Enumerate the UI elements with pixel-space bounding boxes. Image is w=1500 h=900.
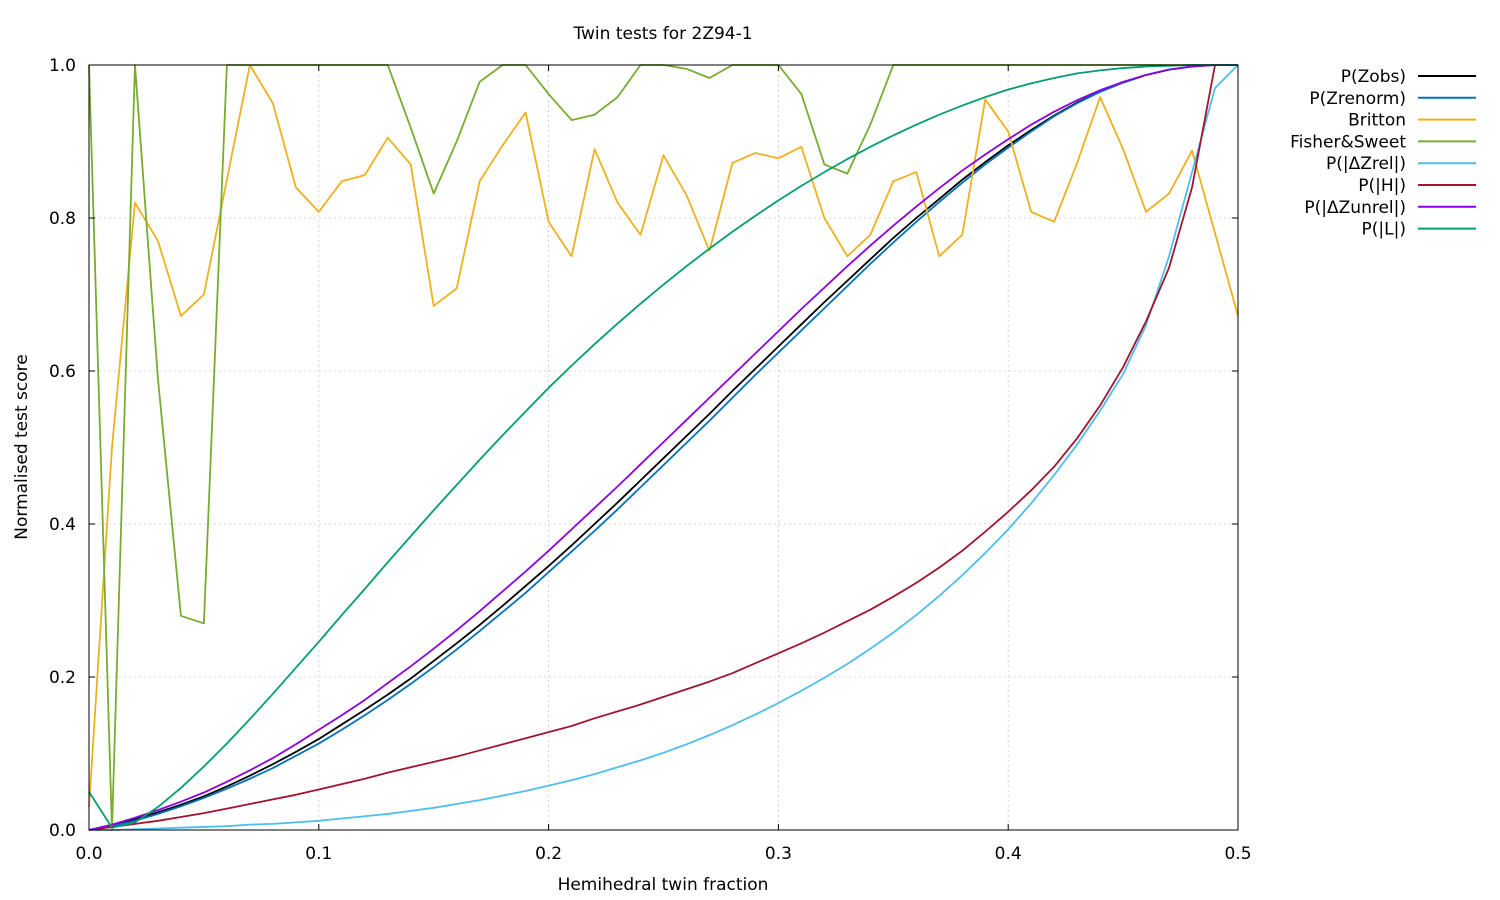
y-tick-label: 0.8 (49, 209, 76, 229)
y-tick-label: 1.0 (49, 56, 76, 76)
legend-label: P(|ΔZrel|) (1326, 154, 1406, 174)
x-tick-label: 0.0 (75, 844, 102, 864)
series-line (88, 64, 1238, 831)
legend: P(Zobs)P(Zrenorm)BrittonFisher&SweetP(|Δ… (1290, 67, 1476, 240)
x-tick-label: 0.5 (1224, 844, 1251, 864)
series-line (88, 64, 1238, 831)
grid-lines (89, 65, 1238, 830)
series-line (88, 64, 1238, 831)
x-tick-label: 0.2 (535, 844, 562, 864)
plot-frame (88, 64, 1239, 831)
legend-label: P(|ΔZunrel|) (1304, 198, 1406, 218)
x-tick-label: 0.4 (995, 844, 1022, 864)
x-tick-label: 0.1 (305, 844, 332, 864)
x-tick-labels: 0.0 0.1 0.2 0.3 0.4 0.5 (75, 844, 1251, 864)
x-axis-label: Hemihedral twin fraction (558, 875, 769, 895)
series-line (88, 64, 1239, 808)
legend-label: P(|L|) (1362, 220, 1406, 240)
series-line (88, 64, 1238, 831)
legend-label: P(|H|) (1358, 176, 1406, 196)
y-axis-label: Normalised test score (12, 354, 32, 539)
legend-label: P(Zrenorm) (1309, 89, 1406, 109)
legend-label: Britton (1348, 111, 1406, 131)
y-tick-label: 0.2 (49, 668, 76, 688)
chart-title: Twin tests for 2Z94-1 (572, 24, 752, 44)
series-line (89, 64, 1239, 831)
legend-label: P(Zobs) (1341, 67, 1406, 87)
legend-label: Fisher&Sweet (1290, 132, 1406, 152)
data-lines (88, 64, 1239, 831)
axis-ticks (88, 64, 1239, 831)
x-tick-label: 0.3 (765, 844, 792, 864)
series-line (88, 64, 1238, 829)
series-line (88, 64, 1238, 831)
y-tick-label: 0.4 (49, 515, 76, 535)
y-tick-label: 0.6 (49, 362, 76, 382)
y-tick-labels: 0.0 0.2 0.4 0.6 0.8 1.0 (49, 56, 76, 841)
y-tick-label: 0.0 (49, 821, 76, 841)
